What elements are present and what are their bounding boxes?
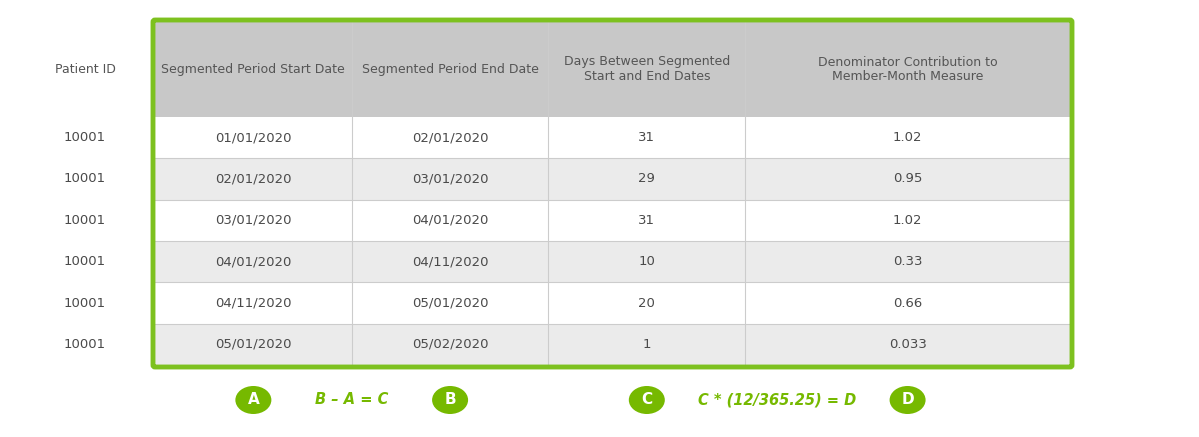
Bar [745,22,1070,117]
Text: 1.02: 1.02 [893,214,922,227]
Text: C: C [641,392,652,407]
Bar [155,324,1070,365]
Bar [155,241,1070,282]
Bar [155,158,1070,200]
Text: 03/01/2020: 03/01/2020 [411,173,488,185]
Text: 0.033: 0.033 [888,338,927,351]
Ellipse shape [628,386,664,414]
Text: D: D [902,392,914,407]
Bar [155,282,1070,324]
Text: Segmented Period Start Date: Segmented Period Start Date [162,63,345,76]
Text: 0.66: 0.66 [893,296,922,309]
Ellipse shape [235,386,271,414]
Text: 02/01/2020: 02/01/2020 [215,173,291,185]
Text: 10001: 10001 [64,338,106,351]
Text: 0.33: 0.33 [893,255,922,268]
Text: 05/01/2020: 05/01/2020 [411,296,488,309]
Text: 04/11/2020: 04/11/2020 [215,296,291,309]
Text: 1.02: 1.02 [893,131,922,144]
Text: Patient ID: Patient ID [55,63,115,76]
Text: 04/01/2020: 04/01/2020 [412,214,488,227]
Text: B: B [445,392,456,407]
Bar [548,22,745,117]
Text: 01/01/2020: 01/01/2020 [215,131,291,144]
Text: B – A = C: B – A = C [315,392,388,407]
Ellipse shape [432,386,468,414]
Text: 10001: 10001 [64,131,106,144]
Text: 04/01/2020: 04/01/2020 [215,255,291,268]
Text: 31: 31 [638,131,656,144]
Bar [155,117,1070,158]
Text: Days Between Segmented
Start and End Dates: Days Between Segmented Start and End Dat… [564,55,730,83]
Text: 03/01/2020: 03/01/2020 [215,214,291,227]
Text: Segmented Period End Date: Segmented Period End Date [362,63,538,76]
Text: 20: 20 [638,296,655,309]
Text: C * (12/365.25) = D: C * (12/365.25) = D [698,392,856,407]
Text: 31: 31 [638,214,656,227]
Text: A: A [247,392,259,407]
Text: 0.95: 0.95 [893,173,922,185]
Text: 29: 29 [638,173,655,185]
Text: 04/11/2020: 04/11/2020 [411,255,488,268]
Text: 10001: 10001 [64,296,106,309]
Text: Denominator Contribution to
Member-Month Measure: Denominator Contribution to Member-Month… [818,55,998,83]
Text: 1: 1 [643,338,651,351]
Bar [155,22,351,117]
Text: 05/02/2020: 05/02/2020 [411,338,488,351]
Text: 10001: 10001 [64,255,106,268]
Text: 05/01/2020: 05/01/2020 [215,338,291,351]
Text: 10: 10 [638,255,655,268]
Bar [351,22,548,117]
Text: 10001: 10001 [64,214,106,227]
Text: 02/01/2020: 02/01/2020 [411,131,488,144]
Bar [155,200,1070,241]
Text: 10001: 10001 [64,173,106,185]
Ellipse shape [890,386,926,414]
